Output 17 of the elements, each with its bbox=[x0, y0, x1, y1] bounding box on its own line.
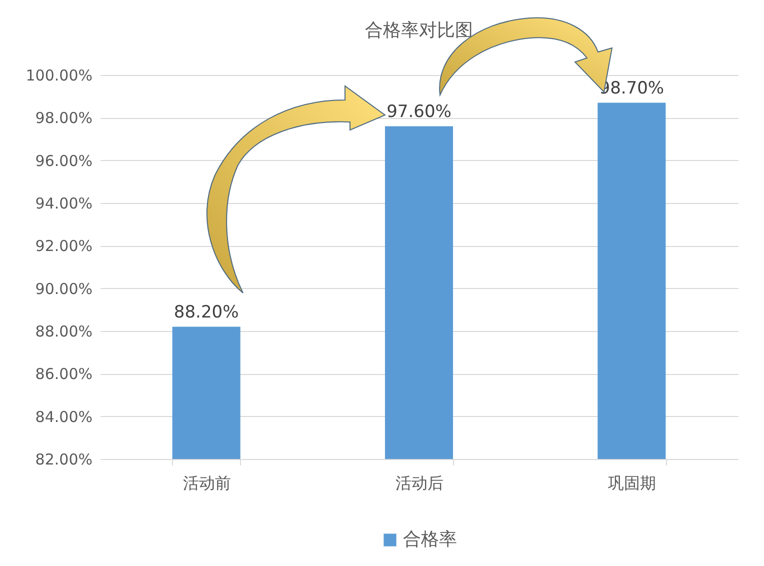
data-label: 97.60% bbox=[386, 102, 452, 122]
y-tick-label: 84.00% bbox=[35, 408, 92, 426]
y-tick-label: 88.00% bbox=[35, 322, 92, 340]
x-tick-label: 活动前 bbox=[182, 474, 231, 492]
y-tick-label: 96.00% bbox=[35, 152, 92, 170]
y-tick-label: 86.00% bbox=[35, 365, 92, 384]
x-tick-label: 巩固期 bbox=[608, 474, 656, 492]
y-tick-label: 100.00% bbox=[26, 66, 92, 84]
y-tick-label: 94.00% bbox=[35, 194, 92, 212]
y-tick-label: 82.00% bbox=[35, 450, 92, 468]
legend-label: 合格率 bbox=[403, 529, 457, 550]
y-tick-label: 92.00% bbox=[35, 237, 92, 256]
y-tick-label: 90.00% bbox=[35, 280, 92, 298]
chart-title: 合格率对比图 bbox=[365, 20, 473, 41]
data-label: 88.20% bbox=[174, 302, 239, 323]
x-tick-label: 活动后 bbox=[396, 474, 444, 492]
y-tick-label: 98.00% bbox=[35, 109, 92, 128]
